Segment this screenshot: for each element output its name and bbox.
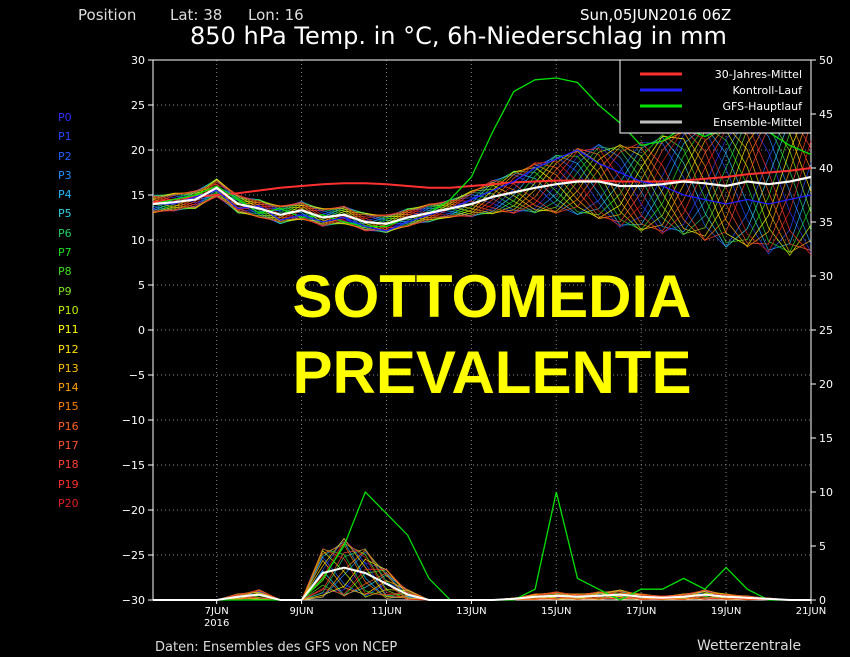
member-label-p8: P8 [58, 265, 72, 279]
chart-title: 850 hPa Temp. in °C, 6h-Niederschlag in … [190, 22, 727, 50]
y-right-tick-label-7: 15 [819, 432, 833, 445]
member-precip-line-1 [153, 538, 811, 601]
member-label-p5: P5 [58, 207, 72, 221]
member-label-p6: P6 [58, 226, 72, 240]
member-label-p14: P14 [58, 381, 79, 395]
legend-label-2: GFS-Hauptlauf [722, 100, 803, 113]
y-left-tick-label-3: 15 [131, 189, 145, 202]
x-tick-label-7: 21JUN [796, 606, 826, 617]
gfs-main-temp-line [152, 77, 812, 228]
member-temp-line-9 [152, 116, 812, 235]
y-left-tick-label-9: −15 [122, 459, 145, 472]
latitude-label: Lat: 38 [170, 6, 223, 24]
legend-label-1: Kontroll-Lauf [733, 84, 804, 97]
run-time-label: Sun,05JUN2016 06Z [580, 6, 732, 24]
ensemble-mean-precip-line [153, 566, 811, 601]
y-left-tick-label-1: 25 [131, 99, 145, 112]
member-label-p9: P9 [58, 284, 72, 298]
x-tick-label-0: 7JUN [205, 606, 229, 617]
climatology-temp-line [152, 167, 812, 204]
legend-label-0: 30-Jahres-Mittel [715, 68, 802, 81]
member-temp-line-10 [152, 129, 812, 256]
y-right-tick-label-2: 40 [819, 162, 833, 175]
x-year-label: 2016 [204, 618, 229, 629]
y-left-tick-label-12: −30 [122, 594, 145, 607]
y-right-tick-label-6: 20 [819, 378, 833, 391]
member-label-p17: P17 [58, 439, 79, 453]
x-tick-label-6: 19JUN [711, 606, 741, 617]
gfs-main-precip-line [153, 490, 811, 601]
member-temp-line-17 [152, 122, 812, 245]
y-right-tick-label-1: 45 [819, 108, 833, 121]
member-label-p16: P16 [58, 419, 79, 433]
member-temp-line-15 [152, 117, 812, 242]
x-tick-label-3: 13JUN [456, 606, 486, 617]
member-label-p15: P15 [58, 400, 79, 414]
x-tick-label-5: 17JUN [626, 606, 656, 617]
overlay-line-2: PREVALENTE [293, 339, 692, 406]
y-left-tick-label-6: 0 [138, 324, 145, 337]
y-left-tick-label-11: −25 [122, 549, 145, 562]
member-label-p1: P1 [58, 130, 72, 144]
y-left-tick-label-10: −20 [122, 504, 145, 517]
member-precip-line-20 [153, 540, 811, 601]
member-precip-line-4 [153, 541, 811, 601]
member-label-p4: P4 [58, 188, 72, 202]
y-right-tick-label-9: 5 [819, 540, 826, 553]
y-right-tick-label-3: 35 [819, 216, 833, 229]
x-tick-label-1: 9JUN [290, 606, 314, 617]
member-label-p7: P7 [58, 246, 72, 260]
member-temp-line-20 [152, 128, 812, 253]
overlay-line-1: SOTTOMEDIA [293, 263, 692, 330]
position-label: Position [78, 6, 137, 24]
ensemble-mean-temp-line [152, 175, 812, 225]
member-temp-line-16 [152, 124, 812, 251]
member-label-p2: P2 [58, 149, 72, 163]
y-right-tick-label-10: 0 [819, 594, 826, 607]
member-label-p13: P13 [58, 361, 79, 375]
member-temp-line-18 [152, 110, 812, 241]
control-temp-line [153, 149, 812, 232]
brand-label: Wetterzentrale [697, 638, 802, 654]
y-left-tick-label-2: 20 [131, 144, 145, 157]
y-left-tick-label-8: −10 [122, 414, 145, 427]
longitude-label: Lon: 16 [248, 6, 304, 24]
data-source-label: Daten: Ensembles des GFS von NCEP [155, 640, 398, 655]
y-right-tick-label-0: 50 [819, 54, 833, 67]
member-label-p12: P12 [58, 342, 79, 356]
ensemble-member-list: P0 P1 P2 P3 P4 P5 P6 P7 P8 P9 P10 P11 P12 P13 P14 P15 P1… [58, 108, 79, 513]
member-label-p3: P3 [58, 168, 72, 182]
y-right-tick-label-5: 25 [819, 324, 833, 337]
y-left-tick-label-0: 30 [131, 54, 145, 67]
y-right-tick-label-4: 30 [819, 270, 833, 283]
member-label-p0: P0 [58, 111, 72, 124]
y-left-tick-label-7: −5 [129, 369, 145, 382]
member-label-p18: P18 [58, 458, 79, 472]
member-label-p20: P20 [58, 496, 79, 510]
member-temp-line-19 [152, 123, 812, 255]
y-left-tick-label-5: 5 [138, 279, 145, 292]
member-label-p10: P10 [58, 303, 79, 317]
member-label-p19: P19 [58, 477, 79, 491]
x-tick-label-2: 11JUN [371, 606, 401, 617]
legend-label-3: Ensemble-Mittel [713, 116, 802, 129]
y-right-tick-label-8: 10 [819, 486, 833, 499]
x-tick-label-4: 15JUN [541, 606, 571, 617]
y-left-tick-label-4: 10 [131, 234, 145, 247]
member-precip-line-12 [153, 537, 811, 601]
member-label-p11: P11 [58, 323, 79, 337]
member-temp-line-6 [152, 119, 812, 236]
